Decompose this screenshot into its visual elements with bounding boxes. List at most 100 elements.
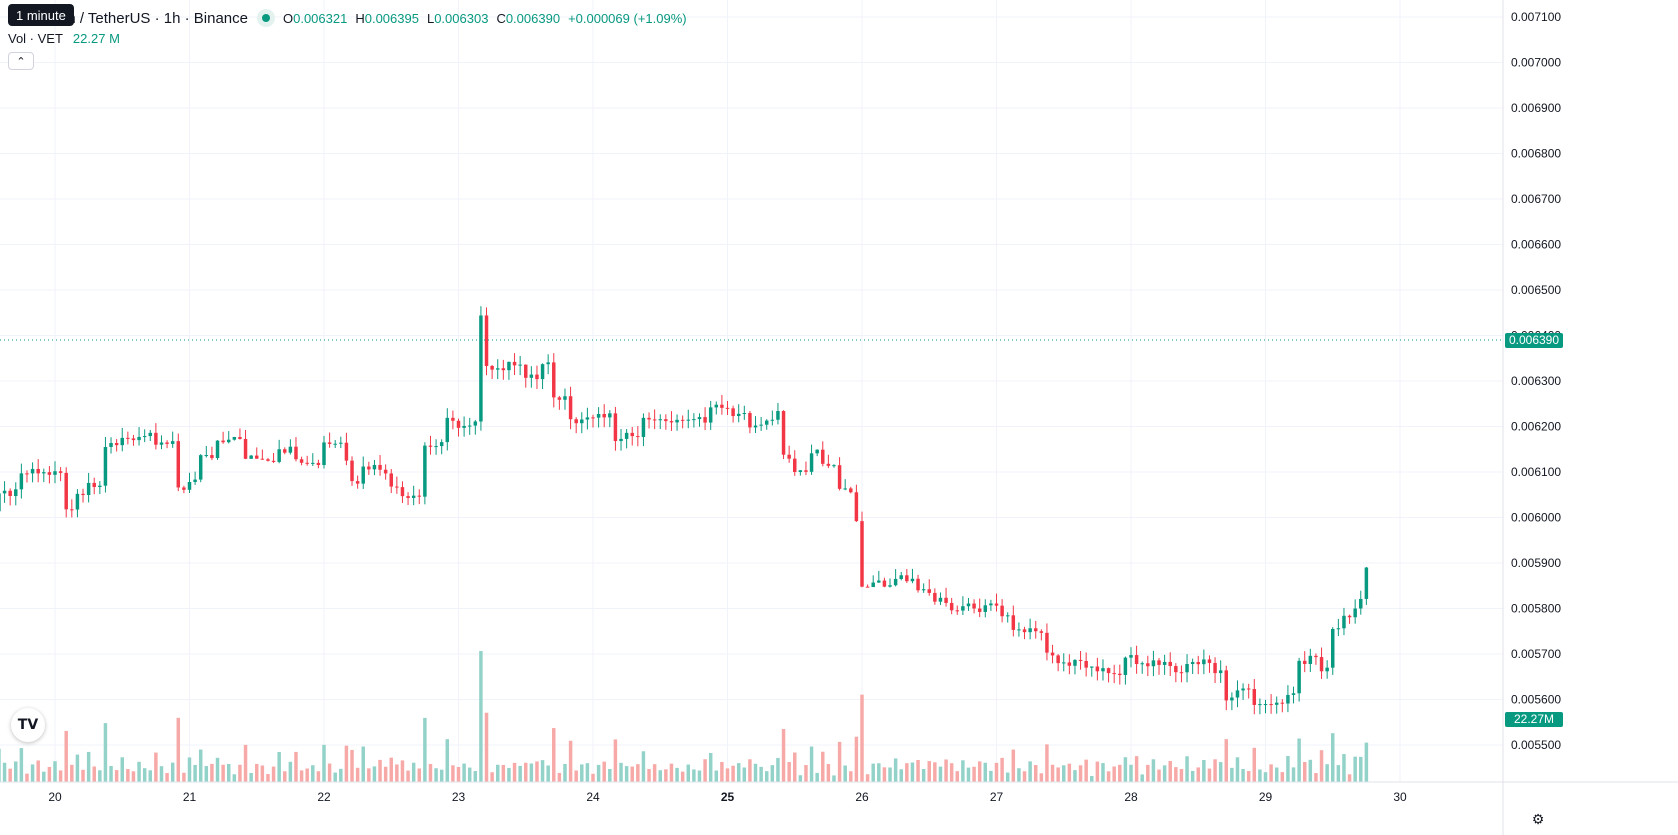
volume-bar: [613, 739, 618, 782]
volume-bar: [585, 763, 590, 782]
time-tick-label: 29: [1259, 790, 1273, 804]
volume-bar: [456, 767, 461, 782]
candle-body: [804, 470, 808, 472]
volume-bar: [933, 762, 937, 782]
volume-bar: [664, 769, 668, 782]
candle-body: [507, 361, 511, 371]
volume-bar: [333, 772, 337, 782]
volume-bar: [221, 764, 225, 782]
volume-bar: [1246, 771, 1251, 782]
candle-body: [1241, 688, 1245, 691]
volume-label[interactable]: Vol · VET: [8, 31, 63, 46]
candle-body: [501, 368, 506, 371]
candle-body: [226, 439, 231, 443]
volume-bar: [692, 769, 696, 782]
candle-body: [871, 582, 875, 588]
candle-body: [736, 413, 741, 417]
time-tick-label: 26: [855, 790, 869, 804]
candle-body: [843, 488, 847, 490]
volume-bar: [355, 767, 360, 782]
volume-bar: [921, 769, 926, 782]
candle-body: [238, 436, 242, 439]
candle-body: [1274, 702, 1279, 705]
candle-body: [86, 482, 91, 496]
candle-body: [1095, 666, 1100, 672]
price-tick-label: 0.005600: [1511, 693, 1561, 707]
candle-body: [602, 413, 606, 418]
candle-body: [1005, 615, 1010, 617]
volume-bar: [473, 771, 478, 782]
volume-bar: [720, 761, 724, 782]
collapse-legend-button[interactable]: ⌃: [8, 52, 34, 70]
volume-bar: [540, 760, 545, 782]
candle-body: [1118, 673, 1122, 675]
volume-legend: Vol · VET 22.27 M: [8, 31, 120, 46]
candle-body: [731, 408, 735, 417]
price-tick-label: 0.006700: [1511, 192, 1561, 206]
volume-bar: [1359, 756, 1363, 782]
volume-bar: [512, 762, 517, 782]
volume-bar: [131, 771, 136, 782]
volume-bar: [1302, 761, 1307, 782]
candle-body: [1000, 605, 1004, 617]
candle-body: [585, 417, 590, 420]
volume-bar: [966, 767, 971, 782]
volume-bar: [70, 764, 74, 782]
candle-body: [305, 462, 309, 464]
candle-body: [680, 419, 685, 421]
candle-body: [109, 443, 113, 447]
volume-bar: [103, 723, 108, 782]
candle-body: [1263, 704, 1268, 706]
volume-bar: [776, 757, 780, 782]
candle-body: [204, 455, 209, 457]
market-status-icon[interactable]: [256, 9, 275, 27]
symbol-legend: in / TetherUS · 1h · Binance O0.006321 H…: [8, 7, 687, 29]
price-tick-label: 0.006600: [1511, 238, 1561, 252]
tradingview-logo[interactable]: TV: [11, 708, 45, 742]
volume-bar: [232, 774, 237, 782]
candle-body: [641, 417, 646, 437]
candle-body: [524, 364, 528, 378]
volume-bar: [1028, 761, 1032, 782]
symbol-title[interactable]: in / TetherUS · 1h · Binance: [64, 9, 248, 27]
volume-bar: [680, 771, 685, 782]
volume-bar: [400, 760, 405, 782]
candle-body: [944, 597, 948, 603]
volume-bar: [910, 762, 915, 782]
volume-bar: [1190, 770, 1195, 782]
candle-body: [955, 610, 960, 612]
volume-bar: [798, 775, 803, 782]
candle-body: [764, 420, 769, 425]
candle-body: [417, 495, 422, 497]
volume-bar: [748, 759, 752, 782]
volume-bar: [989, 770, 993, 782]
volume-bar: [47, 766, 52, 782]
candle-body: [1157, 660, 1161, 665]
candle-body: [120, 437, 124, 446]
candle-body: [187, 482, 192, 490]
volume-bar: [837, 741, 842, 782]
volume-bar: [428, 764, 433, 782]
volume-bar: [484, 712, 489, 782]
candle-body: [255, 455, 259, 459]
settings-gear-icon[interactable]: ⚙: [1531, 810, 1545, 827]
candle-body: [1342, 615, 1346, 629]
candle-body: [540, 364, 545, 380]
volume-bar: [736, 763, 741, 782]
volume-bar: [1308, 759, 1313, 782]
candle-body: [1185, 664, 1189, 673]
volume-bar: [770, 765, 775, 782]
volume-bar: [238, 764, 242, 782]
candle-body: [1269, 704, 1273, 706]
candle-body: [176, 441, 181, 488]
candle-body: [182, 487, 186, 490]
candle-body: [753, 425, 758, 428]
time-axis: 20 21 22 23 24 25 26 27 28 29 30: [0, 781, 1678, 804]
volume-bar: [1263, 772, 1268, 782]
candle-body: [148, 432, 153, 437]
candle-body: [692, 419, 696, 421]
volume-bar: [697, 770, 702, 782]
volume-bar: [389, 757, 393, 782]
candle-body: [1364, 567, 1369, 599]
